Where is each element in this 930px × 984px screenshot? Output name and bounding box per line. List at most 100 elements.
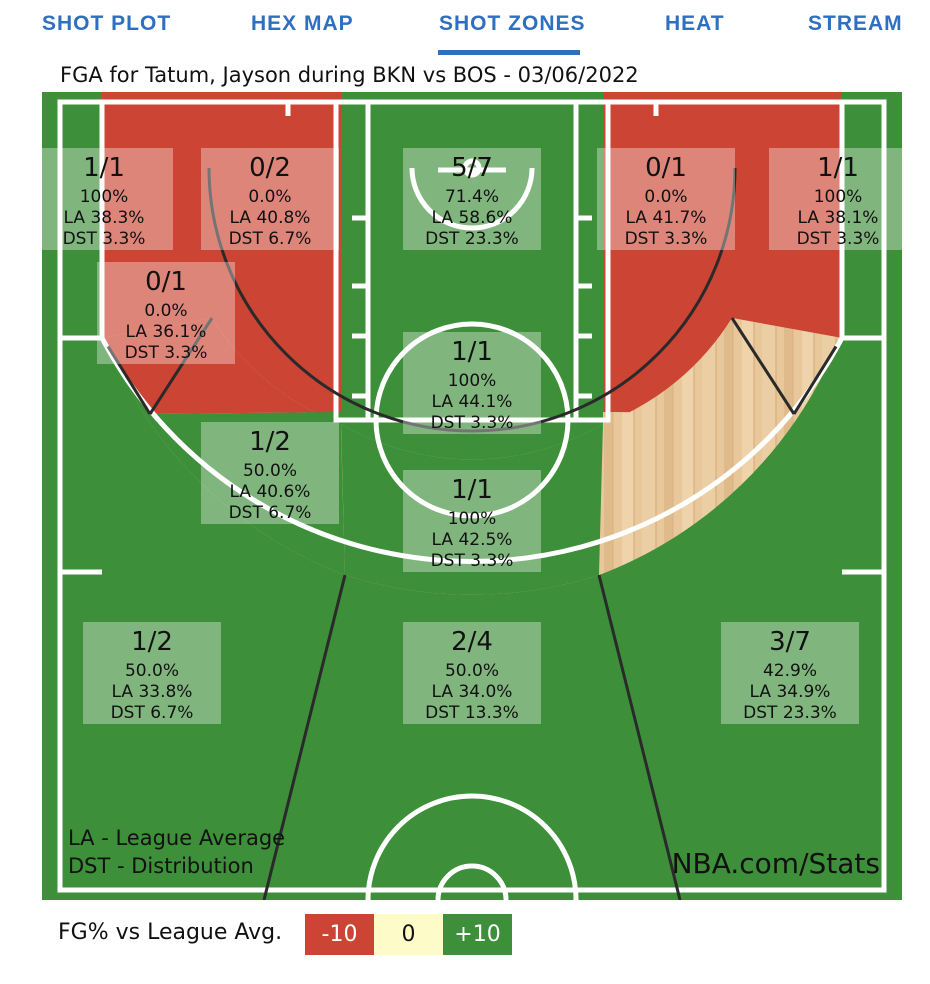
zone-pct: 0.0% [248,187,291,207]
tab-stream[interactable]: STREAM [808,12,903,35]
note-distribution: DST - Distribution [68,854,254,878]
zone-boundary [730,317,796,415]
court-line [576,283,592,399]
zone-label-box [403,332,541,434]
zone-distribution: DST 6.7% [111,703,194,723]
zone-fg: 5/7 [451,153,493,183]
zone-fg: 0/1 [145,267,187,297]
tab-hex-map[interactable]: HEX MAP [251,12,354,35]
zone-fg: 1/1 [451,475,493,505]
tab-shot-zones[interactable]: SHOT ZONES [439,12,586,35]
zone-pct: 50.0% [445,661,499,681]
zone-label-box [201,148,339,250]
zone-right-wing-3 [599,338,902,900]
court-line [333,102,611,423]
zone-pct: 50.0% [125,661,179,681]
zone-league-avg: LA 38.3% [64,208,145,228]
zone-top-of-key-mid-range [341,424,603,595]
zone-league-avg: LA 38.1% [798,208,879,228]
zone-label-box [403,470,541,572]
zone-left-corner-3 [42,92,102,338]
zone-distribution: DST 6.7% [229,229,312,249]
zone-league-avg: LA 34.9% [750,682,831,702]
zone-label: 1/2 50.0%LA 33.8%DST 6.7% [83,622,221,724]
zone-label-box [42,148,173,250]
court-line [99,102,845,338]
active-tab-indicator [438,50,580,55]
zone-fg: 2/4 [451,627,493,657]
zone-distribution: DST 3.3% [797,229,880,249]
zone-label: 1/2 50.0%LA 40.6%DST 6.7% [201,422,339,524]
tab-shot-plot[interactable]: SHOT PLOT [42,12,172,35]
zone-distribution: DST 23.3% [743,703,837,723]
zone-fg: 0/2 [249,153,291,183]
zone-fg: 1/1 [83,153,125,183]
court-line [285,102,659,116]
zone-restricted-area [341,92,603,333]
zone-label-box [597,148,735,250]
zone-boundary [148,317,214,415]
zone-pct: 0.0% [644,187,687,207]
court-line [409,167,535,231]
zone-left-wing-3 [42,338,345,900]
zone-boundary [792,345,838,415]
zone-label: 1/1 100%LA 42.5%DST 3.3% [403,470,541,572]
zone-pct: 0.0% [144,301,187,321]
zone-pct: 100% [80,187,129,207]
zone-right-baseline-mid-range [603,92,842,424]
zone-distribution: DST 23.3% [425,229,519,249]
zone-pct: 71.4% [445,187,499,207]
zone-league-avg: LA 42.5% [432,530,513,550]
zone-league-avg: LA 34.0% [432,682,513,702]
zone-label: 0/1 0.0%LA 36.1%DST 3.3% [97,262,235,364]
legend-average: 0 [374,914,443,955]
zone-pct: 100% [448,371,497,391]
tab-heat[interactable]: HEAT [665,12,725,35]
zone-label: 3/7 42.9%LA 34.9%DST 23.3% [721,622,859,724]
zone-distribution: DST 3.3% [431,551,514,571]
court-line [99,336,845,565]
zone-label: 1/1 100%LA 44.1%DST 3.3% [403,332,541,434]
zone-fg: 3/7 [769,627,811,657]
zone-label-box [721,622,859,724]
zone-league-avg: LA 40.6% [230,482,311,502]
zone-label-box [97,262,235,364]
zone-label: 2/4 50.0%LA 34.0%DST 13.3% [403,622,541,724]
zone-league-avg: LA 41.7% [626,208,707,228]
court-line [365,793,579,900]
zone-pct: 100% [448,509,497,529]
zone-league-avg: LA 44.1% [432,392,513,412]
zone-league-avg: LA 58.6% [432,208,513,228]
zone-league-avg: LA 33.8% [112,682,193,702]
note-league-average: LA - League Average [68,826,285,850]
zone-fg: 1/1 [817,153,859,183]
court-line [352,283,368,399]
zone-league-avg: LA 40.8% [230,208,311,228]
zone-pct: 100% [814,187,863,207]
zone-label: 0/2 0.0%LA 40.8%DST 6.7% [201,148,339,250]
zone-distribution: DST 3.3% [625,229,708,249]
zone-boundary [597,574,682,900]
zone-label: 0/1 0.0%LA 41.7%DST 3.3% [597,148,735,250]
zone-boundary [262,574,347,900]
legend-below-average: -10 [305,914,374,955]
zone-league-avg: LA 36.1% [126,322,207,342]
watermark: NBA.com/Stats [672,847,880,880]
zone-fg: 1/2 [131,627,173,657]
zone-pct: 42.9% [763,661,817,681]
zone-fg: 1/1 [451,337,493,367]
zone-label-box [403,148,541,250]
chart-title: FGA for Tatum, Jayson during BKN vs BOS … [60,63,639,87]
court-line [373,419,571,519]
legend-above-average: +10 [443,914,512,955]
zone-fg: 0/1 [645,153,687,183]
zone-label: 5/7 71.4%LA 58.6%DST 23.3% [403,148,541,250]
zone-label-box [83,622,221,724]
hoop [462,158,482,178]
zone-fg: 1/2 [249,427,291,457]
view-tabs: SHOT PLOT HEX MAP SHOT ZONES HEAT STREAM [0,0,930,60]
court-line [373,321,571,421]
zone-left-baseline-mid-range [102,92,341,424]
zone-boundary [207,167,737,433]
